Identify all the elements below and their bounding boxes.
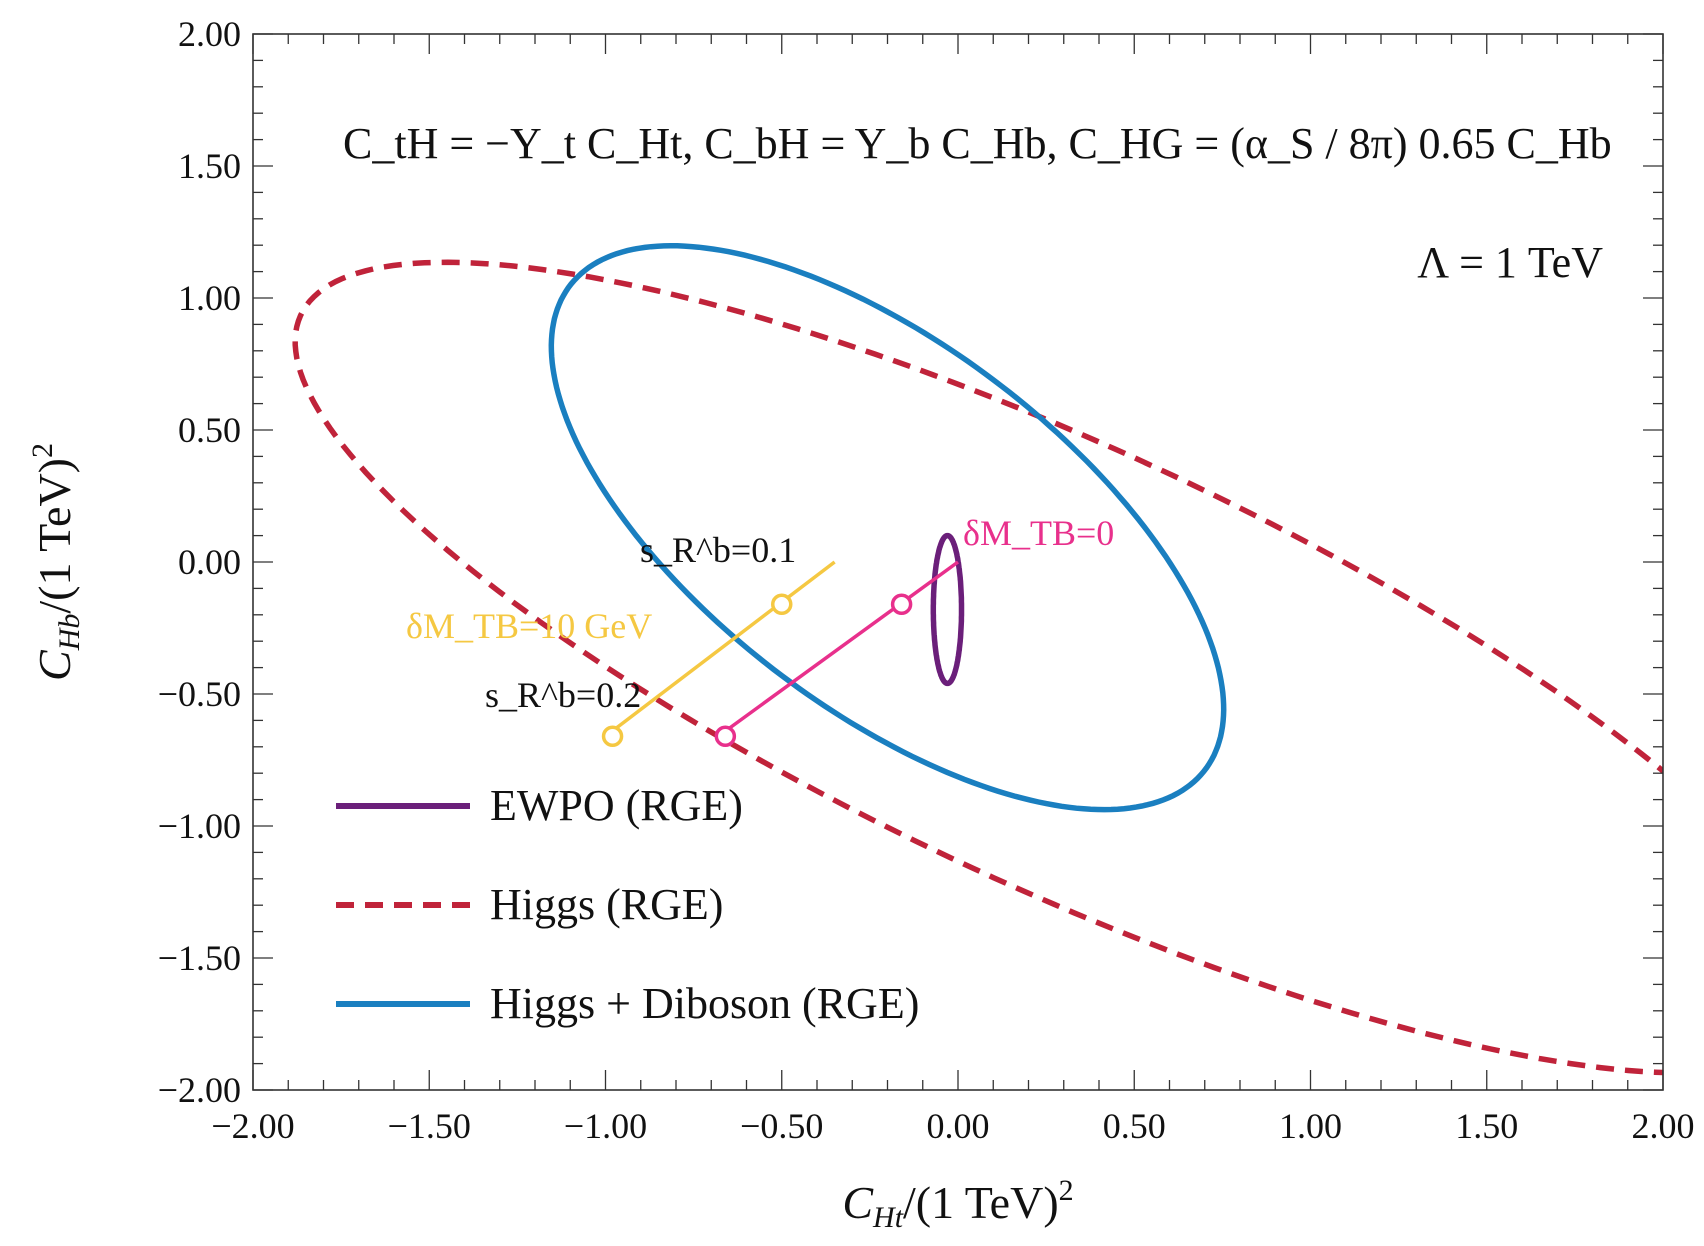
plot-frame xyxy=(252,33,1664,1091)
x-tick-label: 1.00 xyxy=(1279,1106,1342,1146)
scale-annotation: Λ = 1 TeV xyxy=(1417,238,1603,287)
x-axis-title: CHt/(1 TeV)2 xyxy=(842,1174,1073,1234)
legend-label: Higgs + Diboson (RGE) xyxy=(490,979,919,1028)
x-tick-label: −2.00 xyxy=(211,1106,294,1146)
x-tick-label: −1.50 xyxy=(388,1106,471,1146)
relation-annotation: C_tH = −Y_t C_Ht, C_bH = Y_b C_Hb, C_HG … xyxy=(343,119,1612,168)
x-tick-label: −0.50 xyxy=(740,1106,823,1146)
y-tick-label: −0.50 xyxy=(158,674,241,714)
y-tick-label: −2.00 xyxy=(158,1070,241,1110)
legend-label: Higgs (RGE) xyxy=(490,880,723,929)
x-tick-label: 1.50 xyxy=(1455,1106,1518,1146)
y-tick-label: −1.50 xyxy=(158,938,241,978)
dm0-label: δM_TB=0 xyxy=(963,513,1114,553)
y-tick-label: 2.00 xyxy=(178,14,241,54)
x-tick-label: 0.50 xyxy=(1103,1106,1166,1146)
line-dm0 xyxy=(717,560,960,738)
y-tick-label: 1.50 xyxy=(178,146,241,186)
line-dm0-marker xyxy=(714,725,737,747)
x-tick-label: 2.00 xyxy=(1632,1106,1695,1146)
y-tick-label: 1.00 xyxy=(178,278,241,318)
line-dm10-marker xyxy=(771,593,793,615)
contour-higgs xyxy=(292,259,1663,1076)
line-dm10-marker xyxy=(601,725,624,747)
y-axis-title: CHb/(1 TeV)2 xyxy=(26,443,86,681)
legend-label: EWPO (RGE) xyxy=(490,781,743,830)
dm10-label: δM_TB=10 GeV xyxy=(406,606,652,646)
x-tick-label: 0.00 xyxy=(927,1106,990,1146)
sr01-label: s_R^b=0.1 xyxy=(640,530,796,570)
line-dm10 xyxy=(604,560,836,738)
y-tick-label: −1.00 xyxy=(158,806,241,846)
sr02-label: s_R^b=0.2 xyxy=(485,675,641,715)
contour-ewpo xyxy=(930,532,965,687)
y-tick-label: 0.00 xyxy=(178,542,241,582)
x-tick-label: −1.00 xyxy=(564,1106,647,1146)
line-dm0-marker xyxy=(890,593,913,615)
contour-higgs-diboson xyxy=(548,242,1227,813)
y-tick-label: 0.50 xyxy=(178,410,241,450)
